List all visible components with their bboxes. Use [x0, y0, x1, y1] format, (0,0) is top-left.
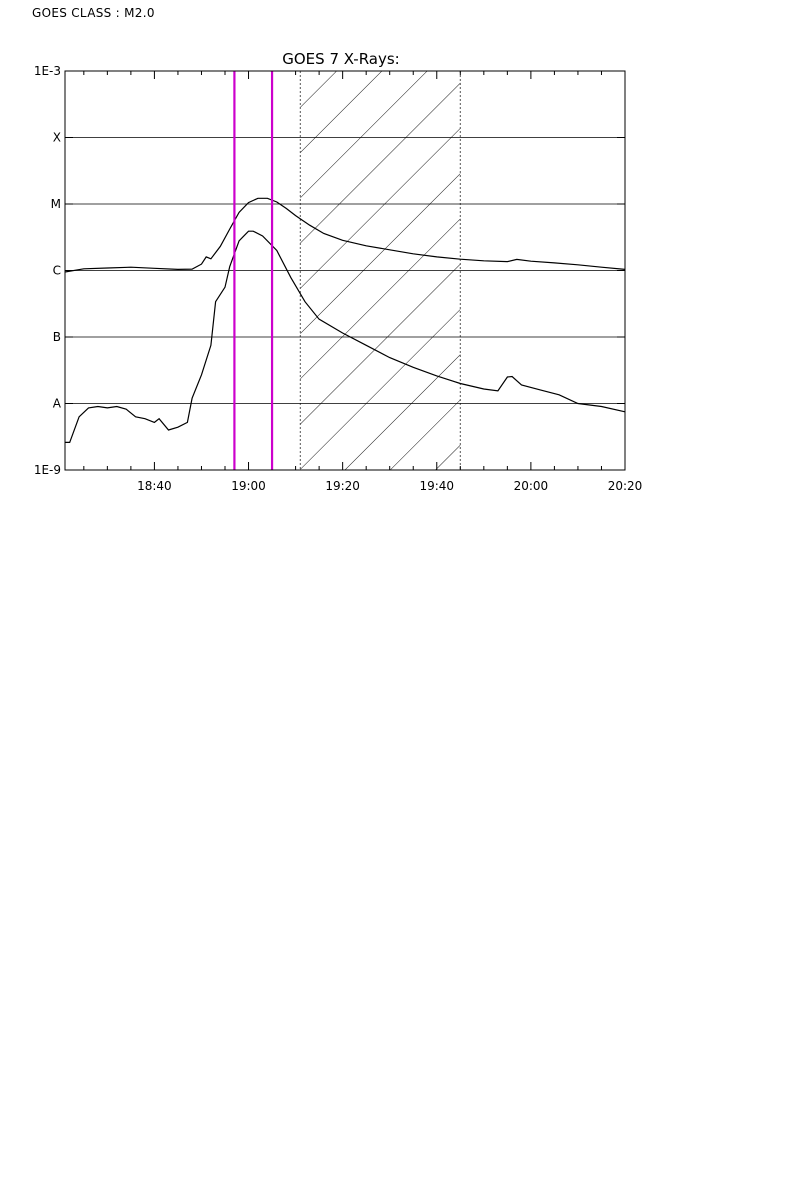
x-tick-label: 20:20 [608, 479, 643, 493]
y-tick-label: B [53, 330, 61, 344]
y-tick-label: 1E-3 [34, 64, 61, 78]
y-tick-label: A [53, 397, 62, 411]
y-tick-label: M [51, 197, 61, 211]
x-tick-label: 19:40 [419, 479, 454, 493]
x-tick-label: 19:00 [231, 479, 266, 493]
goes-class-label: GOES CLASS : M2.0 [32, 6, 155, 20]
y-tick-label: 1E-9 [34, 463, 61, 477]
goes-xray-chart: GOES 7 X-Rays: 1E-3 X M C B A 1E-9 18:40 19:00 19… [34, 50, 643, 493]
x-tick-label: 19:20 [325, 479, 360, 493]
x-tick-label: 20:00 [514, 479, 549, 493]
plot-frame [64, 70, 626, 471]
y-tick-label: X [53, 131, 61, 145]
xray-series-line-1 [64, 197, 626, 273]
xray-series-line-2 [65, 230, 626, 443]
y-tick-label: C [53, 264, 61, 278]
chart-title: GOES 7 X-Rays: [282, 50, 399, 68]
x-tick-label: 18:40 [137, 479, 172, 493]
